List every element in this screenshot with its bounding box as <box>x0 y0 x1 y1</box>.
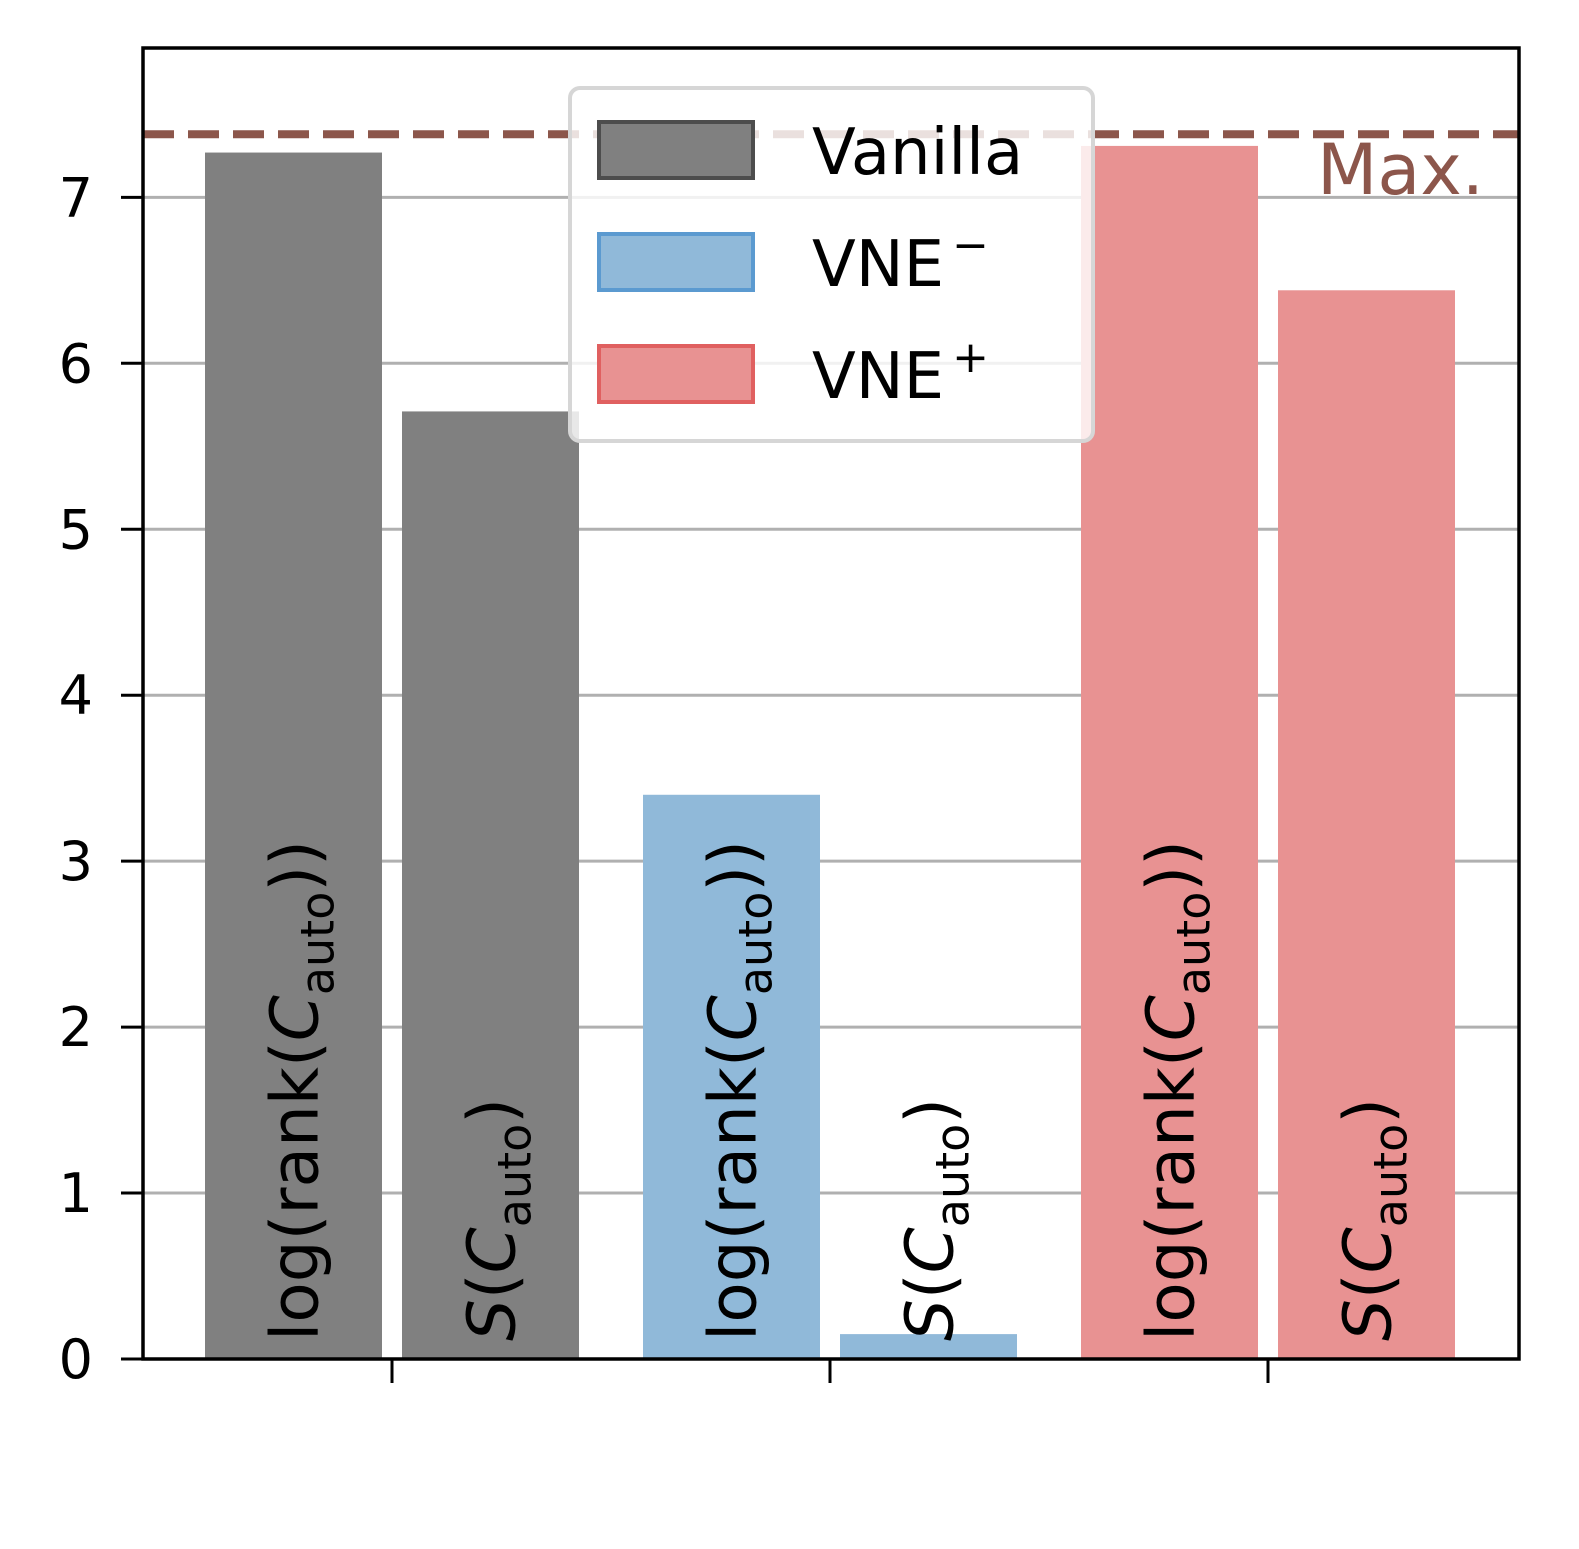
bar-vanilla-entropy <box>402 411 579 1360</box>
legend-label-superscript: − <box>952 220 989 271</box>
bar-vne--entropy <box>840 1334 1017 1359</box>
bar-label: log(rank(Cauto)) <box>257 840 345 1341</box>
label-s-symbol: S <box>1330 1299 1407 1341</box>
label-log-rank-prefix: log(rank( <box>1133 1041 1210 1341</box>
label-close: )) <box>257 840 334 892</box>
label-subscript: auto <box>488 1124 542 1228</box>
max-label: Max. <box>1317 129 1484 211</box>
legend-label: Vanilla <box>812 116 1023 190</box>
y-tick-label: 4 <box>59 664 93 727</box>
legend-label: VNE + <box>812 332 989 414</box>
bar-vne--log-rank <box>643 794 820 1359</box>
legend-label-text: Vanilla <box>812 116 1023 190</box>
label-subscript: auto <box>1167 892 1221 996</box>
label-c-symbol: C <box>1133 995 1210 1041</box>
label-c-symbol: C <box>454 1227 531 1273</box>
bar-label: S(Cauto) <box>892 1098 980 1341</box>
legend-swatch-vne+ <box>597 344 755 404</box>
bar-labels: log(rank(Cauto))S(Cauto) log(rank(Cauto))… <box>257 840 1418 1341</box>
y-tick-label: 3 <box>59 830 93 893</box>
bars <box>205 145 1455 1360</box>
label-close: ) <box>454 1098 531 1124</box>
plot-frame <box>141 46 1521 1361</box>
legend-label: VNE − <box>812 220 989 302</box>
legend-swatch-vne- <box>597 232 755 292</box>
y-tick-label: 5 <box>59 498 93 561</box>
label-s-symbol: S <box>892 1299 969 1341</box>
y-tick-label: 6 <box>59 332 93 395</box>
label-s-symbol: S <box>454 1299 531 1341</box>
axes: 0 1 2 3 4 5 6 7 <box>59 46 1521 1391</box>
label-close: )) <box>695 840 772 892</box>
y-tick-label: 2 <box>59 996 93 1059</box>
label-c-symbol: C <box>257 995 334 1041</box>
legend-label-text: VNE <box>812 228 944 302</box>
label-subscript: auto <box>291 892 345 996</box>
label-c-symbol: C <box>1330 1227 1407 1273</box>
bar-vne+-entropy <box>1278 290 1455 1359</box>
legend-label-text: VNE <box>812 340 944 414</box>
label-c-symbol: C <box>695 995 772 1041</box>
label-open: ( <box>892 1273 969 1299</box>
bar-vne+-log-rank <box>1081 145 1258 1359</box>
label-close: ) <box>892 1098 969 1124</box>
label-subscript: auto <box>926 1124 980 1228</box>
bar-vanilla-log-rank <box>205 152 382 1359</box>
label-close: ) <box>1330 1098 1407 1124</box>
label-open: ( <box>454 1273 531 1299</box>
label-subscript: auto <box>729 892 783 996</box>
label-log-rank-prefix: log(rank( <box>257 1041 334 1341</box>
bar-label: log(rank(Cauto)) <box>695 840 783 1341</box>
bar-label: S(Cauto) <box>1330 1098 1418 1341</box>
bar-label: S(Cauto) <box>454 1098 542 1341</box>
label-close: )) <box>1133 840 1210 892</box>
bar-label: log(rank(Cauto)) <box>1133 840 1221 1341</box>
y-tick-label: 7 <box>59 166 93 229</box>
label-open: ( <box>1330 1273 1407 1299</box>
y-tick-label: 0 <box>59 1328 93 1391</box>
label-log-rank-prefix: log(rank( <box>695 1041 772 1341</box>
legend-swatch-vanilla <box>597 120 755 180</box>
legend-label-superscript: + <box>952 332 989 383</box>
y-tick-label: 1 <box>59 1162 93 1225</box>
label-c-symbol: C <box>892 1227 969 1273</box>
label-subscript: auto <box>1364 1124 1418 1228</box>
